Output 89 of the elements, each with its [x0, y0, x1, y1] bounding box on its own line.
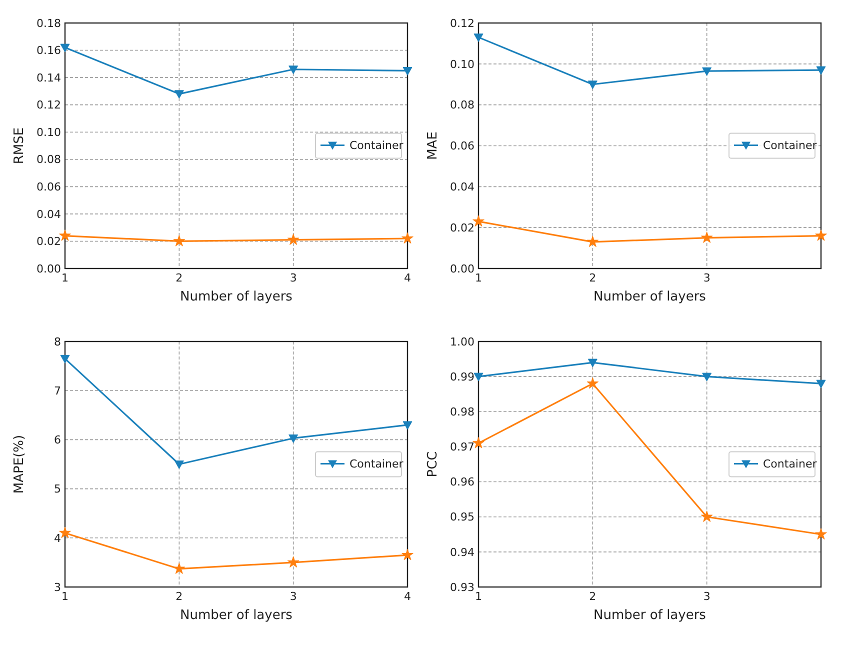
point [59, 230, 71, 241]
x-tick-label: 2 [589, 272, 596, 284]
y-tick-label: 0.95 [450, 510, 474, 524]
x-tick-label: 1 [62, 272, 68, 284]
point [588, 358, 598, 368]
point [402, 232, 414, 244]
point [174, 90, 184, 99]
point [474, 34, 484, 42]
point [60, 44, 70, 52]
point [700, 232, 713, 243]
point [474, 372, 484, 382]
y-tick-label: 0.99 [450, 370, 474, 384]
y-tick-label: 3 [54, 580, 61, 594]
y-tick-label: 0.16 [36, 44, 61, 58]
point [815, 528, 827, 540]
point [700, 510, 713, 522]
point [588, 80, 598, 90]
x-tick-label: 4 [404, 272, 411, 284]
point [288, 434, 298, 443]
y-tick-label: 0.98 [450, 405, 474, 418]
x-axis-title: Number of layers [594, 608, 706, 623]
y-tick-label: 0.08 [36, 153, 61, 166]
point [816, 380, 826, 388]
y-axis-title: RMSE [12, 127, 27, 164]
y-tick-label: 0.00 [36, 262, 61, 276]
point [586, 236, 599, 247]
point [472, 215, 484, 227]
y-tick-label: 0.96 [450, 476, 474, 489]
legend-label: Container [763, 139, 818, 152]
x-tick-label: 2 [176, 590, 183, 603]
y-axis-title: MAE [426, 132, 440, 160]
y-tick-label: 4 [54, 532, 61, 545]
x-tick-label: 3 [703, 272, 710, 284]
legend-label: Container [350, 139, 404, 152]
y-tick-label: 0.10 [36, 126, 61, 139]
point [59, 526, 71, 538]
y-tick-label: 8 [54, 335, 61, 348]
x-axis-title: Number of layers [180, 608, 293, 623]
x-tick-label: 2 [589, 590, 596, 603]
point [586, 377, 599, 389]
x-axis-title: Number of layers [180, 290, 293, 304]
point [288, 66, 298, 74]
y-tick-label: 0.97 [450, 440, 474, 454]
point [402, 66, 412, 76]
x-axis-title: Number of layers [594, 290, 706, 304]
x-tick-label: 1 [62, 590, 68, 603]
y-tick-label: 0.14 [36, 71, 61, 84]
x-tick-label: 1 [475, 590, 482, 603]
point [173, 235, 186, 246]
x-tick-label: 3 [703, 590, 710, 603]
point [816, 66, 826, 75]
x-tick-label: 1 [475, 272, 482, 284]
point [402, 548, 414, 560]
point [815, 230, 827, 241]
point [287, 234, 300, 245]
point [702, 67, 712, 76]
y-tick-label: 0.12 [36, 98, 61, 112]
y-tick-label: 0.12 [450, 16, 474, 30]
y-axis-title: PCC [426, 451, 440, 478]
point [402, 421, 412, 430]
y-tick-label: 0.18 [36, 16, 61, 30]
point [173, 562, 186, 574]
y-tick-label: 0.06 [450, 140, 474, 153]
point [287, 556, 300, 568]
x-tick-label: 3 [290, 590, 297, 603]
y-tick-label: 0.02 [36, 235, 61, 248]
y-tick-label: 0.10 [450, 58, 474, 71]
x-tick-label: 3 [290, 272, 297, 284]
y-axis-title: MAPE(%) [12, 434, 27, 494]
y-tick-label: 0.00 [450, 262, 474, 276]
point [472, 436, 484, 448]
y-tick-label: 0.93 [450, 580, 474, 594]
y-tick-label: 1.00 [450, 335, 474, 348]
point [702, 372, 712, 382]
y-tick-label: 0.08 [450, 98, 474, 112]
point [60, 354, 70, 364]
y-tick-label: 7 [54, 384, 61, 398]
x-tick-label: 4 [404, 590, 411, 603]
x-tick-label: 2 [176, 272, 183, 284]
legend-label: Container [350, 458, 404, 471]
y-tick-label: 5 [54, 482, 61, 496]
y-tick-label: 0.04 [450, 180, 474, 194]
legend-label: Container [763, 458, 818, 471]
y-tick-label: 0.04 [36, 208, 61, 221]
y-tick-label: 0.06 [36, 180, 61, 194]
point [174, 460, 184, 469]
y-tick-label: 6 [54, 434, 61, 447]
y-tick-label: 0.94 [450, 546, 474, 559]
y-tick-label: 0.02 [450, 221, 474, 234]
